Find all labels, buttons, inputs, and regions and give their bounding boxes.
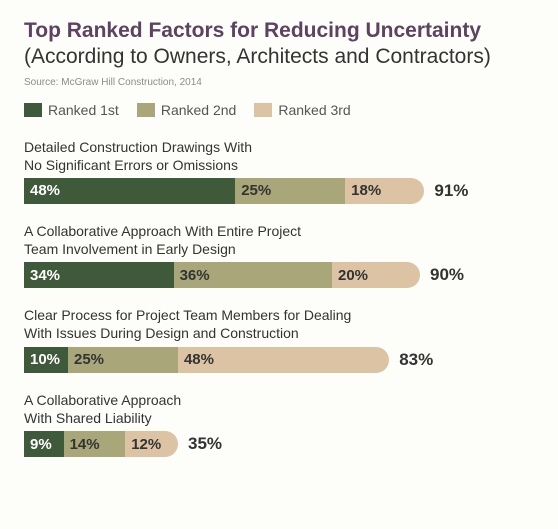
bar-segment-rank1: 34% <box>24 262 174 288</box>
factor-row: A Collaborative Approach With Entire Pro… <box>24 222 534 288</box>
bar-segment-rank1: 9% <box>24 431 64 457</box>
bar-segment-rank2: 36% <box>174 262 332 288</box>
chart-title-bold: Top Ranked Factors for Reducing Uncertai… <box>24 19 481 42</box>
factor-row: Detailed Construction Drawings With No S… <box>24 138 534 204</box>
legend-label: Ranked 2nd <box>161 102 237 118</box>
legend-label: Ranked 3rd <box>278 102 350 118</box>
bar-segment-rank1: 48% <box>24 178 235 204</box>
legend-swatch <box>24 103 42 117</box>
bar-track: 34%36%20% <box>24 262 420 288</box>
legend-item-3: Ranked 3rd <box>254 102 350 118</box>
chart-title: Top Ranked Factors for Reducing Uncertai… <box>24 18 534 71</box>
bar-segment-rank2: 25% <box>68 347 178 373</box>
bar-total: 35% <box>188 434 222 454</box>
bar-segment-rank3: 48% <box>178 347 389 373</box>
legend: Ranked 1st Ranked 2nd Ranked 3rd <box>24 102 534 118</box>
factor-label: Clear Process for Project Team Members f… <box>24 306 534 342</box>
factors-list: Detailed Construction Drawings With No S… <box>24 138 534 458</box>
factor-label: A Collaborative Approach With Entire Pro… <box>24 222 534 258</box>
bar-row: 10%25%48% 83% <box>24 347 534 373</box>
bar-track: 10%25%48% <box>24 347 389 373</box>
factor-label: Detailed Construction Drawings With No S… <box>24 138 534 174</box>
factor-row: A Collaborative Approach With Shared Lia… <box>24 391 534 457</box>
bar-row: 9%14%12% 35% <box>24 431 534 457</box>
bar-segment-rank1: 10% <box>24 347 68 373</box>
legend-swatch <box>137 103 155 117</box>
legend-item-1: Ranked 1st <box>24 102 119 118</box>
bar-total: 91% <box>434 181 468 201</box>
bar-segment-rank3: 20% <box>332 262 420 288</box>
factor-row: Clear Process for Project Team Members f… <box>24 306 534 372</box>
bar-segment-rank2: 14% <box>64 431 126 457</box>
bar-track: 48%25%18% <box>24 178 424 204</box>
legend-label: Ranked 1st <box>48 102 119 118</box>
bar-total: 83% <box>399 350 433 370</box>
bar-segment-rank3: 18% <box>345 178 424 204</box>
legend-swatch <box>254 103 272 117</box>
bar-segment-rank2: 25% <box>235 178 345 204</box>
factor-label: A Collaborative Approach With Shared Lia… <box>24 391 534 427</box>
chart-title-rest: (According to Owners, Architects and Con… <box>24 45 491 68</box>
bar-track: 9%14%12% <box>24 431 178 457</box>
bar-segment-rank3: 12% <box>125 431 178 457</box>
bar-total: 90% <box>430 265 464 285</box>
legend-item-2: Ranked 2nd <box>137 102 237 118</box>
bar-row: 48%25%18% 91% <box>24 178 534 204</box>
source-line: Source: McGraw Hill Construction, 2014 <box>24 77 534 88</box>
bar-row: 34%36%20% 90% <box>24 262 534 288</box>
